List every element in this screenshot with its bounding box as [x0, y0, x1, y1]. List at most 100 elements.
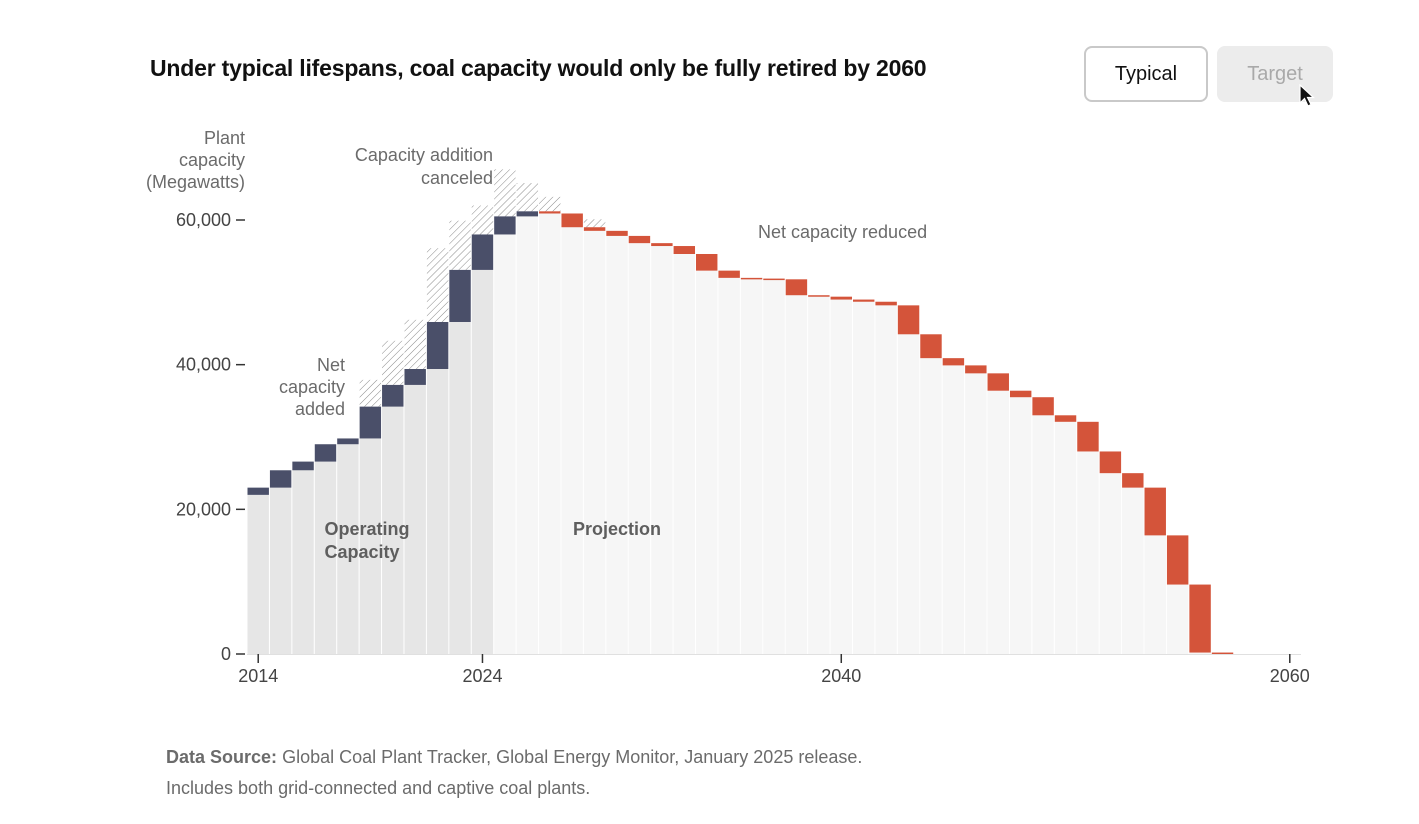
capacity-column — [1122, 487, 1144, 654]
capacity-column — [359, 438, 382, 654]
net-reduced-bar — [897, 305, 920, 335]
annotation-net-added-line-1: Net — [317, 355, 345, 375]
net-reduced-bar — [1166, 535, 1189, 585]
net-reduced-bar — [987, 373, 1009, 391]
capacity-column — [785, 295, 808, 654]
y-tick-label: 40,000 — [176, 355, 231, 375]
x-tick-label: 2024 — [462, 666, 502, 686]
annotation-net-added-line-2: capacity — [279, 377, 345, 397]
axes: 0 20,000 40,000 60,000 2014 2024 2040 2060 — [176, 210, 1310, 686]
net-added-bar — [449, 269, 471, 322]
y-tick-label: 60,000 — [176, 210, 231, 230]
canceled-addition-hatch — [471, 205, 494, 235]
net-reduced-bar — [1077, 421, 1099, 452]
data-source-note: Data Source: Global Coal Plant Tracker, … — [166, 742, 862, 804]
net-added-bar — [382, 384, 404, 407]
net-reduced-bar — [1054, 415, 1077, 422]
capacity-column — [673, 253, 696, 654]
capacity-column — [1009, 397, 1032, 654]
capacity-column — [1032, 415, 1054, 654]
capacity-column — [965, 373, 987, 654]
canceled-addition-hatch — [359, 379, 382, 407]
net-added-bar — [292, 461, 314, 471]
net-reduced-bar — [830, 296, 852, 300]
capacity-column — [583, 230, 606, 654]
capacity-column — [897, 334, 920, 654]
annotation-projection: Projection — [573, 519, 661, 539]
capacity-column — [516, 216, 539, 654]
canceled-addition-hatch — [404, 319, 426, 370]
capacity-column — [1077, 451, 1099, 654]
y-axis-label-line-1: Plant — [204, 128, 245, 148]
capacity-column — [830, 299, 852, 654]
capacity-column — [606, 235, 628, 654]
net-reduced-bar — [740, 277, 763, 280]
canceled-hatch-group — [359, 169, 606, 407]
capacity-column — [539, 213, 561, 655]
net-reduced-bar — [539, 211, 561, 214]
capacity-column — [561, 227, 583, 654]
capacity-column — [426, 369, 449, 654]
capacity-column — [247, 494, 269, 654]
net-reduced-bar — [1211, 652, 1234, 655]
x-tick-label: 2060 — [1270, 666, 1310, 686]
source-footnote: Includes both grid-connected and captive… — [166, 778, 591, 798]
chart-title: Under typical lifespans, coal capacity w… — [150, 55, 927, 81]
capacity-column — [628, 243, 651, 654]
net-reduced-bar — [673, 246, 696, 254]
capacity-column — [449, 321, 471, 654]
capacity-column — [740, 278, 763, 654]
typical-toggle-button[interactable]: Typical — [1084, 46, 1208, 102]
y-axis-label-line-3: (Megawatts) — [146, 172, 245, 192]
canceled-addition-hatch — [494, 169, 516, 217]
net-reduced-bar — [606, 230, 628, 236]
source-text: Global Coal Plant Tracker, Global Energy… — [282, 747, 863, 767]
source-label: Data Source: — [166, 747, 278, 767]
capacity-column — [808, 296, 830, 654]
waterfall-bars — [247, 211, 1234, 655]
annotation-operating-line-2: Capacity — [324, 542, 399, 562]
capacity-column — [337, 444, 359, 654]
net-added-bar — [426, 321, 449, 370]
capacity-column — [1166, 584, 1189, 654]
capacity-column — [292, 470, 314, 654]
canceled-addition-hatch — [516, 183, 539, 212]
capacity-column — [1189, 652, 1211, 654]
capacity-column — [382, 406, 404, 654]
net-reduced-bar — [1189, 584, 1211, 653]
canceled-addition-hatch — [426, 248, 449, 322]
net-reduced-bar — [651, 243, 673, 247]
net-added-bar — [269, 470, 292, 488]
canceled-addition-hatch — [539, 196, 561, 212]
net-reduced-bar — [1099, 451, 1122, 474]
annotation-net-added-line-3: added — [295, 399, 345, 419]
net-reduced-bar — [785, 279, 808, 296]
target-toggle-button[interactable]: Target — [1217, 46, 1333, 102]
capacity-column — [404, 384, 426, 654]
net-added-bar — [359, 406, 382, 439]
mouse-pointer-icon — [1299, 84, 1315, 107]
capacity-column — [651, 246, 673, 655]
net-reduced-bar — [718, 270, 740, 278]
capacity-column — [696, 270, 718, 654]
capacity-column — [852, 301, 875, 654]
capacity-column — [314, 461, 337, 654]
net-reduced-bar — [561, 213, 583, 228]
y-axis-label-line-2: capacity — [179, 150, 245, 170]
net-reduced-bar — [965, 365, 987, 374]
net-reduced-bar — [1032, 397, 1054, 416]
net-reduced-bar — [628, 235, 651, 244]
x-tick-label: 2014 — [238, 666, 278, 686]
y-tick-label: 0 — [221, 644, 231, 664]
net-added-bar — [516, 211, 539, 217]
net-reduced-bar — [696, 253, 718, 271]
annotation-canceled-line-2: canceled — [421, 168, 493, 188]
net-reduced-bar — [852, 299, 875, 302]
net-added-bar — [314, 444, 337, 462]
net-reduced-bar — [808, 295, 830, 297]
net-reduced-bar — [942, 358, 965, 366]
canceled-addition-hatch — [449, 220, 471, 270]
net-reduced-bar — [763, 278, 785, 281]
capacity-column — [494, 234, 516, 654]
